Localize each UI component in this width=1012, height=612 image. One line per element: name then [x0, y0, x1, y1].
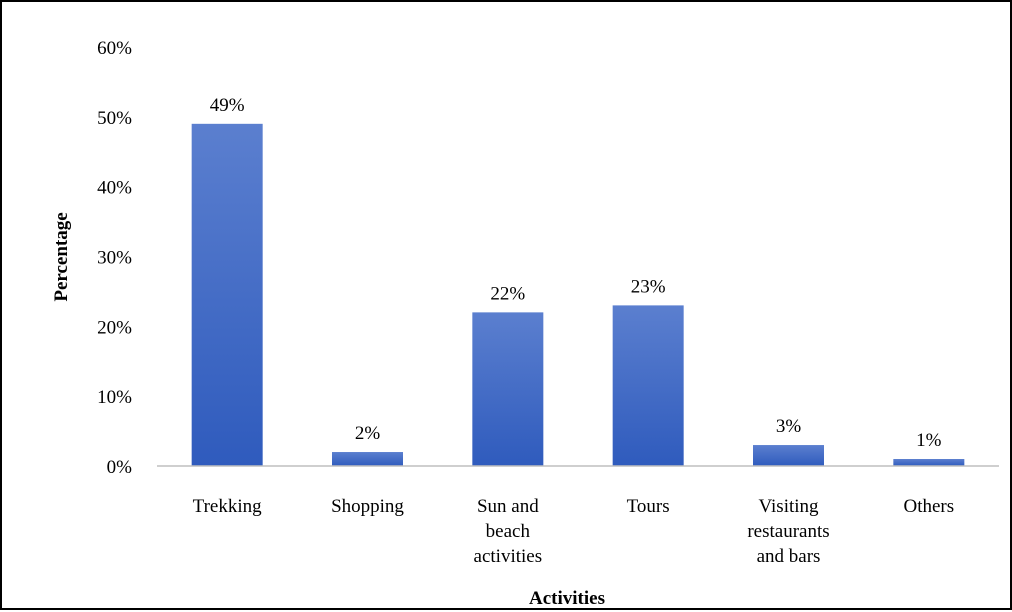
data-label: 3% — [776, 416, 802, 437]
bar — [612, 305, 684, 466]
category-label: Shopping — [331, 496, 404, 517]
y-axis-title: Percentage — [51, 212, 72, 301]
category-label: Tours — [627, 496, 670, 517]
data-label: 2% — [355, 423, 381, 444]
data-label: 23% — [631, 276, 666, 297]
bar — [753, 445, 824, 466]
data-label: 1% — [916, 430, 942, 451]
y-tick-label: 20% — [97, 317, 132, 338]
y-axis-ticks: 0% 10% 20% 30% 40% 50% 60% — [97, 38, 132, 478]
y-tick-label: 10% — [97, 387, 132, 408]
data-labels: 49% 2% 22% 23% 3% 1% — [210, 95, 942, 451]
x-axis-title: Activities — [529, 588, 605, 609]
bar — [472, 312, 544, 466]
category-label: Sun and beach activities — [474, 496, 543, 567]
y-tick-label: 40% — [97, 178, 132, 199]
category-label: Visiting restaurants and bars — [747, 496, 829, 567]
y-tick-label: 50% — [97, 108, 132, 129]
y-tick-label: 60% — [97, 38, 132, 59]
bar — [332, 452, 403, 466]
bars — [191, 123, 965, 467]
category-label: Trekking — [193, 496, 262, 517]
y-tick-label: 30% — [97, 248, 132, 269]
bar — [191, 123, 263, 467]
bar — [893, 459, 965, 466]
category-label: Others — [904, 496, 955, 517]
y-tick-label: 0% — [107, 457, 133, 478]
data-label: 49% — [210, 95, 245, 116]
data-label: 22% — [490, 283, 525, 304]
category-labels: Trekking Shopping Sun and beach activities To… — [193, 496, 954, 567]
